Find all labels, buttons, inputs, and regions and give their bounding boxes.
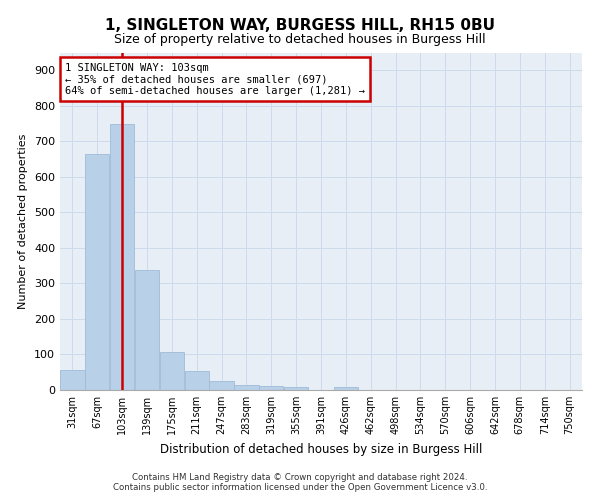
X-axis label: Distribution of detached houses by size in Burgess Hill: Distribution of detached houses by size …	[160, 442, 482, 456]
Text: Size of property relative to detached houses in Burgess Hill: Size of property relative to detached ho…	[114, 32, 486, 46]
Y-axis label: Number of detached properties: Number of detached properties	[19, 134, 28, 309]
Bar	[60, 370, 85, 390]
Bar	[185, 371, 209, 390]
Bar	[334, 387, 358, 390]
Bar	[284, 387, 308, 390]
Bar	[110, 124, 134, 390]
Text: Contains HM Land Registry data © Crown copyright and database right 2024.
Contai: Contains HM Land Registry data © Crown c…	[113, 473, 487, 492]
Bar	[160, 352, 184, 390]
Bar	[209, 381, 234, 390]
Bar	[85, 154, 109, 390]
Bar	[234, 385, 259, 390]
Bar	[135, 270, 159, 390]
Bar	[259, 386, 283, 390]
Text: 1, SINGLETON WAY, BURGESS HILL, RH15 0BU: 1, SINGLETON WAY, BURGESS HILL, RH15 0BU	[105, 18, 495, 32]
Text: 1 SINGLETON WAY: 103sqm
← 35% of detached houses are smaller (697)
64% of semi-d: 1 SINGLETON WAY: 103sqm ← 35% of detache…	[65, 62, 365, 96]
